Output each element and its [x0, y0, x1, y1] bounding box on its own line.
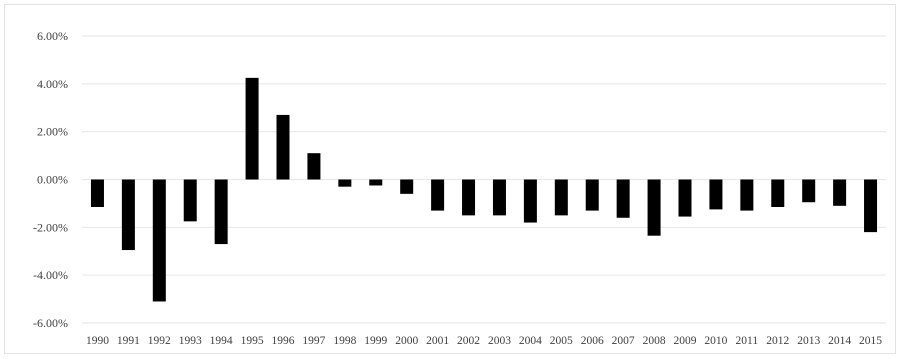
x-tick-label: 2011: [736, 335, 759, 347]
bar-2011: [740, 179, 754, 211]
x-axis-ticks: 1990 1991 1992 1993 1994 1995 1996 1997 1998 1999…: [86, 335, 882, 347]
bar-2005: [554, 179, 568, 216]
bar-1994: [214, 179, 228, 245]
x-tick-label: 2014: [828, 335, 851, 347]
bar-2007: [616, 179, 630, 218]
bar-1993: [183, 179, 197, 222]
x-tick-label: 1994: [210, 335, 233, 347]
x-tick-label: 2008: [643, 335, 666, 347]
bar-2012: [771, 179, 785, 208]
x-tick-label: 1997: [302, 335, 325, 347]
x-tick-label: 2012: [766, 335, 789, 347]
y-tick-label: -2.00%: [33, 220, 68, 234]
x-tick-label: 2013: [797, 335, 820, 347]
x-tick-label: 2009: [674, 335, 697, 347]
y-axis-ticks: 6.00% 4.00% 2.00% 0.00% -2.00% -4.00% -6.00%: [33, 29, 68, 330]
x-tick-label: 2004: [519, 335, 542, 347]
x-tick-label: 2015: [859, 335, 882, 347]
bar-1997: [307, 153, 321, 180]
bar-2000: [400, 179, 414, 194]
bar-1991: [121, 179, 135, 251]
bar-2010: [709, 179, 723, 210]
x-tick-label: 1993: [179, 335, 202, 347]
bar-1992: [152, 179, 166, 302]
x-tick-label: 2010: [704, 335, 727, 347]
bar-1996: [276, 114, 290, 180]
x-tick-label: 2005: [550, 335, 573, 347]
bar-1998: [338, 179, 352, 187]
y-tick-label: 4.00%: [37, 77, 68, 91]
bars: [90, 77, 878, 302]
x-tick-label: 1998: [333, 335, 356, 347]
bar-1999: [369, 179, 383, 186]
bar-2004: [523, 179, 537, 223]
y-tick-label: -4.00%: [33, 268, 68, 282]
y-tick-label: 0.00%: [37, 173, 68, 187]
x-tick-label: 1999: [364, 335, 387, 347]
x-tick-label: 1991: [117, 335, 140, 347]
y-tick-label: 2.00%: [37, 125, 68, 139]
x-tick-label: 2000: [395, 335, 418, 347]
x-tick-label: 2001: [426, 335, 449, 347]
bar-2003: [492, 179, 506, 216]
bar-2015: [864, 179, 878, 233]
grid-layer: [82, 35, 886, 324]
x-tick-label: 1995: [241, 335, 264, 347]
bar-2013: [802, 179, 816, 203]
bar-1995: [245, 77, 259, 180]
x-tick-label: 1992: [148, 335, 171, 347]
x-tick-label: 1996: [272, 335, 295, 347]
bar-2014: [833, 179, 847, 206]
y-tick-label: -6.00%: [33, 316, 68, 330]
bar-2009: [678, 179, 692, 217]
bar-2001: [431, 179, 445, 211]
x-tick-label: 2003: [488, 335, 511, 347]
x-tick-label: 2007: [612, 335, 635, 347]
y-tick-label: 6.00%: [37, 29, 68, 43]
x-tick-label: 2002: [457, 335, 480, 347]
x-tick-label: 1990: [86, 335, 109, 347]
bar-2002: [462, 179, 476, 216]
bar-2008: [647, 179, 661, 236]
bar-2006: [585, 179, 599, 211]
x-tick-label: 2006: [581, 335, 604, 347]
bar-1990: [90, 179, 104, 208]
